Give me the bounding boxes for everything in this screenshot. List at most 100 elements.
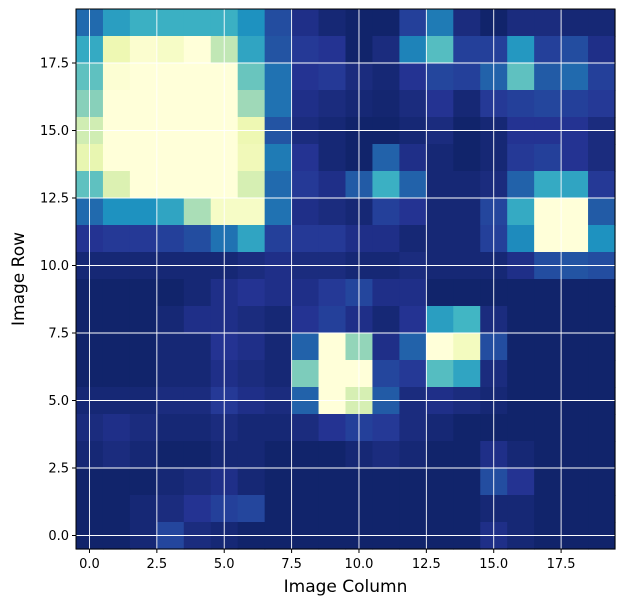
x-axis-label: Image Column [284,577,408,597]
heatmap-cell [399,36,427,64]
y-tick-label: 15.0 [40,124,69,139]
heatmap-cell [156,90,185,118]
heatmap-cell [183,36,212,64]
heatmap-cell [588,198,616,226]
heatmap-cell [507,360,535,388]
heatmap-cell [264,225,293,253]
heatmap-cell [534,441,562,469]
heatmap-cell [237,495,266,523]
heatmap-cell [372,9,400,37]
heatmap-cell [588,495,616,523]
heatmap-cell [426,171,454,199]
heatmap-cell [507,171,535,199]
heatmap-cell [237,441,266,469]
heatmap-cell [588,9,616,37]
heatmap-cell [372,144,400,172]
heatmap-cell [453,63,481,91]
heatmap-cell [426,225,454,253]
heatmap-cell [264,495,293,523]
heatmap-cell [372,306,400,334]
heatmap-cell [453,441,481,469]
heatmap-cell [102,360,131,388]
heatmap-cell [318,495,347,523]
heatmap-cell [399,468,427,496]
heatmap-cell [372,36,400,64]
heatmap-cell [237,279,266,307]
heatmap-cell [156,441,185,469]
heatmap-cell [237,9,266,37]
heatmap-cell [237,144,266,172]
y-tick-label: 0.0 [48,529,69,544]
heatmap-cell [507,198,535,226]
grid-lines [76,9,615,549]
heatmap-cell [318,225,347,253]
heatmap-cell [156,225,185,253]
heatmap-cell [399,225,427,253]
heatmap-cell [156,279,185,307]
heatmap-cell [156,333,185,361]
heatmap-cell [507,441,535,469]
heatmap-cell [291,144,320,172]
heatmap-cell [372,171,400,199]
heatmap-cell [318,9,347,37]
x-tick-label: 15.0 [479,557,508,572]
heatmap-cell [102,144,131,172]
heatmap-cell [102,279,131,307]
plot-frame [75,8,616,550]
heatmap-cell [561,306,589,334]
heatmap-cell [453,225,481,253]
heatmap-cell [291,225,320,253]
x-tick-label: 10.0 [344,557,373,572]
heatmap-cell [156,63,185,91]
heatmap-cell [561,144,589,172]
heatmap-cell [399,360,427,388]
heatmap-cell [561,225,589,253]
heatmap-cell [318,279,347,307]
heatmap-cell [291,36,320,64]
heatmap-cell [183,9,212,37]
heatmap-cell [453,306,481,334]
x-tick-label: 2.5 [147,557,168,572]
heatmap-cell [426,279,454,307]
heatmap-cell [561,333,589,361]
heatmap-cell [426,360,454,388]
heatmap-cell [291,306,320,334]
heatmap-cell [588,171,616,199]
heatmap-cell [264,144,293,172]
x-tick-label: 0.0 [79,557,100,572]
heatmap-cell [156,468,185,496]
y-tick-label: 12.5 [40,192,69,207]
y-axis-ticks: 0.0 2.5 5.0 7.5 10.0 12.5 15.0 17.5 [40,57,76,544]
heatmap-cell [129,333,158,361]
heatmap-cell [237,36,266,64]
heatmap-cell [129,306,158,334]
heatmap-cell [102,414,131,442]
heatmap-cell [237,171,266,199]
heatmap-cell [237,225,266,253]
heatmap-cell [588,63,616,91]
heatmap-cell [129,360,158,388]
heatmap-cell [507,63,535,91]
heatmap-cell [399,9,427,37]
heatmap-cell [426,144,454,172]
y-tick-label: 2.5 [48,462,69,477]
x-tick-label: 7.5 [281,557,302,572]
heatmap-cell [507,36,535,64]
heatmap-cell [318,333,347,361]
heatmap-cell [399,414,427,442]
heatmap-cell [588,360,616,388]
heatmap-cell [102,198,131,226]
heatmap-cell [183,414,212,442]
heatmap-cell [426,306,454,334]
heatmap-cell [291,279,320,307]
heatmap-cell [318,414,347,442]
heatmap-cell [318,441,347,469]
heatmap-cell [534,279,562,307]
heatmap-cell [156,414,185,442]
heatmap-cell [183,279,212,307]
heatmap-cell [453,36,481,64]
heatmap-cell [561,171,589,199]
heatmap-cell [183,468,212,496]
heatmap-cell [237,414,266,442]
y-tick-label: 17.5 [40,57,69,72]
